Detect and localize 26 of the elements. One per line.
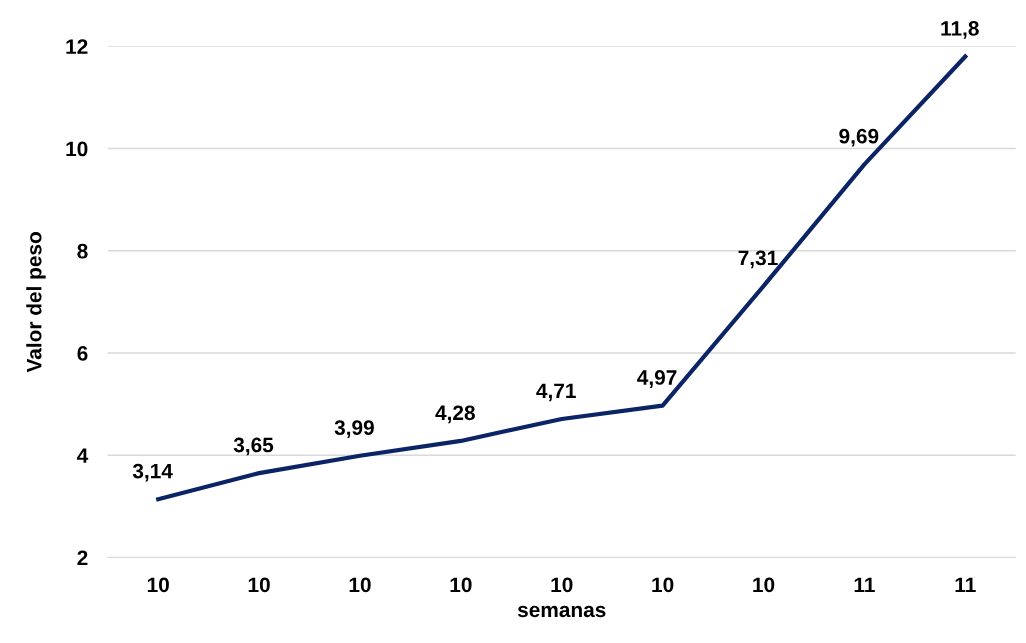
- x-tick-label: 10: [652, 577, 674, 593]
- data-label: 3,65: [233, 437, 274, 456]
- x-tick-label: 10: [753, 577, 775, 593]
- x-tick-label: 11: [854, 577, 875, 593]
- data-label: 9,69: [839, 128, 879, 147]
- y-tick-label: 4: [77, 448, 89, 463]
- x-tick-label: 10: [349, 577, 371, 593]
- y-tick-label: 2: [77, 550, 88, 566]
- y-axis-title: Valor del peso: [26, 232, 46, 373]
- x-tick-label: 10: [551, 577, 573, 593]
- x-tick-label: 10: [450, 577, 472, 593]
- y-tick-label: 6: [77, 346, 88, 361]
- data-label: 4,71: [536, 383, 576, 402]
- data-label: 3,99: [334, 420, 374, 438]
- y-tick-label: 10: [66, 141, 88, 157]
- y-tick-label: 8: [77, 243, 88, 259]
- x-axis-title: semanas: [517, 605, 606, 618]
- data-label: 4,28: [435, 405, 475, 424]
- x-tick-label: 10: [147, 577, 169, 593]
- y-tick-label: 12: [66, 39, 88, 54]
- data-label: 4,97: [637, 370, 677, 388]
- data-label: 7,31: [738, 250, 778, 269]
- data-label: 11,8: [941, 20, 979, 39]
- x-tick-label: 11: [955, 577, 976, 593]
- data-label: 3,14: [132, 463, 173, 482]
- x-tick-label: 10: [248, 577, 270, 593]
